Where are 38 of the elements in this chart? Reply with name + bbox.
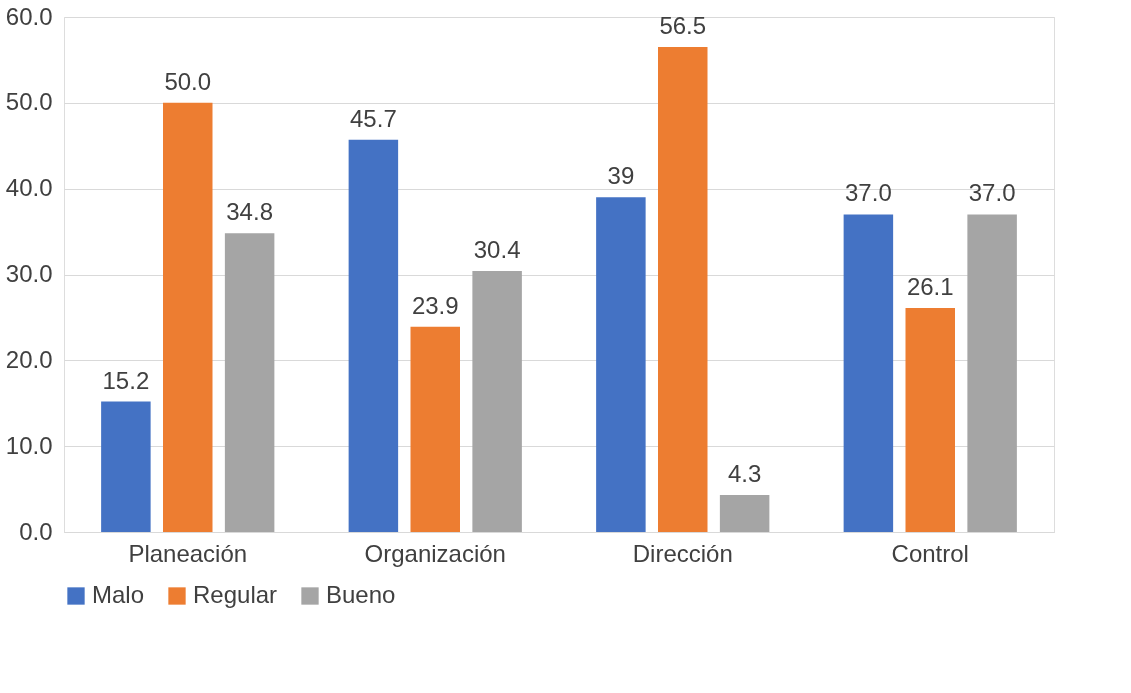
- x-tick-label: Organización: [364, 539, 506, 567]
- bar: [596, 197, 646, 532]
- bar: [224, 233, 275, 532]
- bar: [658, 47, 708, 532]
- data-label: 15.2: [102, 366, 150, 394]
- data-label: 37.0: [968, 179, 1016, 207]
- data-label: 30.4: [473, 236, 521, 264]
- bar: [410, 326, 460, 532]
- y-tick-label: 10.0: [5, 431, 53, 459]
- legend-label: Malo: [92, 581, 145, 608]
- y-tick-label: 40.0: [5, 174, 53, 202]
- bar: [472, 271, 522, 532]
- x-tick-label: Planeación: [128, 539, 248, 567]
- legend-label: Regular: [193, 581, 278, 608]
- legend-label: Bueno: [326, 581, 396, 608]
- y-tick-label: 30.0: [5, 260, 53, 287]
- bar: [163, 102, 213, 532]
- data-label: 4.3: [727, 460, 762, 488]
- data-label: 26.1: [906, 272, 954, 300]
- bar: [967, 214, 1017, 532]
- x-tick-label: Control: [891, 539, 969, 567]
- data-label: 56.5: [659, 12, 707, 40]
- y-tick-label: 0.0: [19, 517, 53, 545]
- bar: [101, 401, 151, 532]
- y-tick-label: 20.0: [5, 345, 53, 373]
- bar: [843, 214, 894, 532]
- y-tick-label: 50.0: [5, 88, 53, 116]
- data-label: 37.0: [845, 179, 892, 207]
- bar: [719, 495, 770, 532]
- y-tick-label: 60.0: [5, 2, 53, 30]
- bar: [905, 307, 955, 532]
- data-label: 45.7: [350, 104, 397, 132]
- data-label: 34.8: [226, 198, 273, 226]
- data-label: 39: [607, 162, 635, 190]
- bar: [348, 139, 399, 532]
- data-label: 23.9: [411, 291, 459, 319]
- data-label: 50.0: [164, 67, 212, 95]
- x-tick-label: Dirección: [632, 539, 733, 567]
